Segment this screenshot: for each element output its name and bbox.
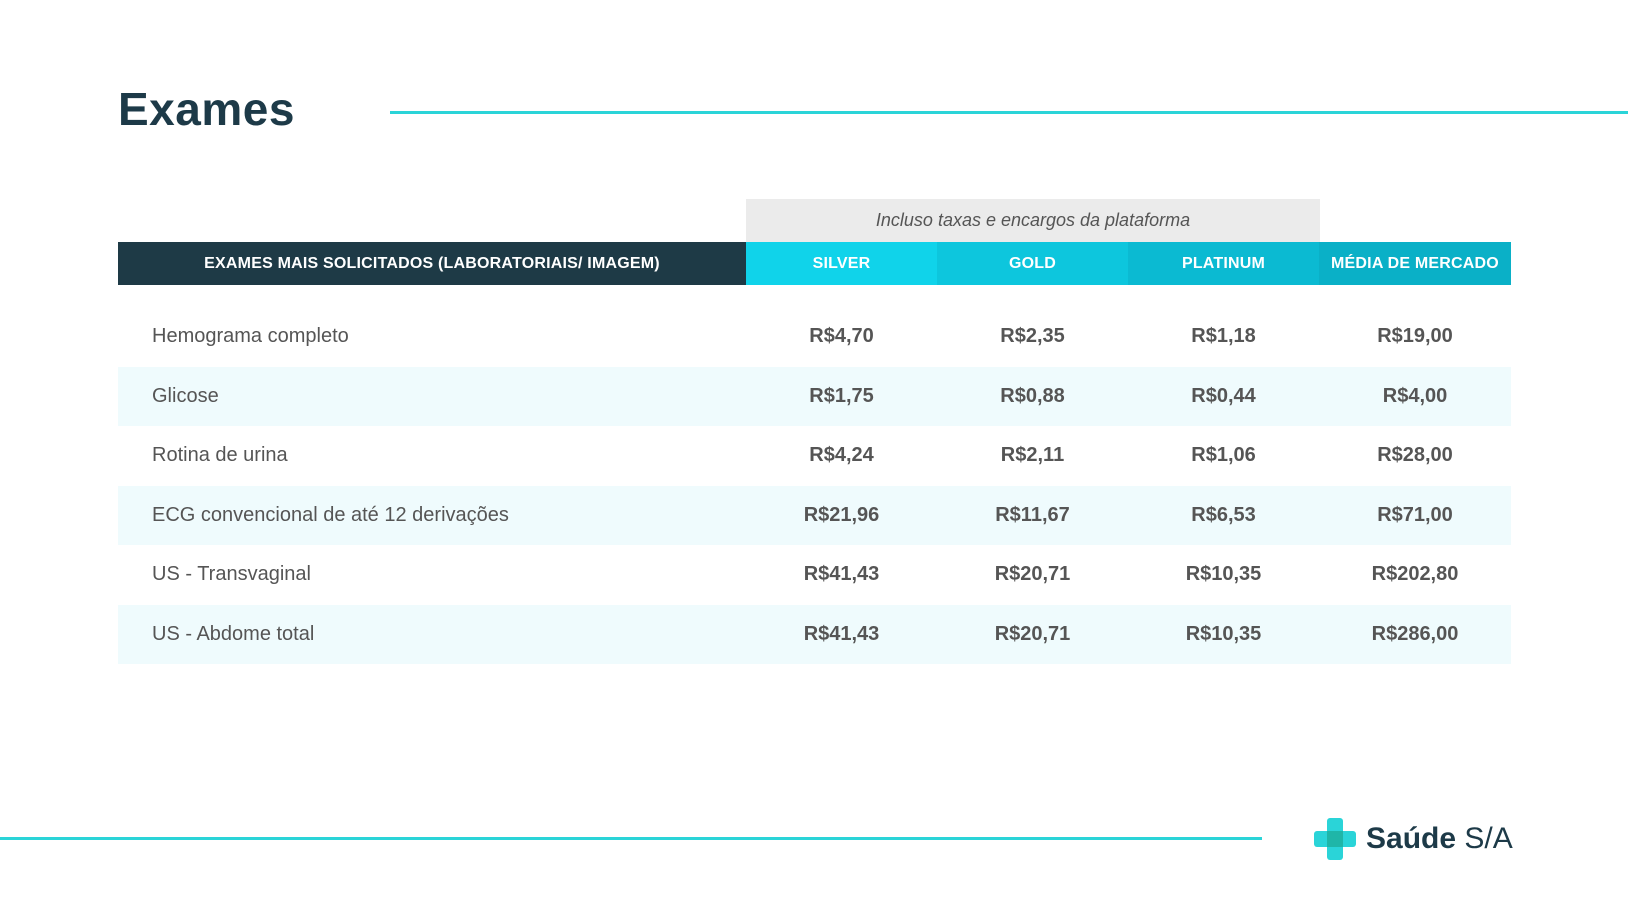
header-silver: SILVER (746, 242, 937, 285)
price-platinum: R$6,53 (1191, 503, 1256, 526)
price-market-average: R$19,00 (1377, 325, 1453, 348)
brand-name-bold: Saúde (1366, 822, 1457, 855)
price-silver: R$1,75 (809, 384, 874, 407)
exam-name: US - Abdome total (152, 622, 315, 645)
header-platinum: PLATINUM (1128, 242, 1319, 285)
price-gold: R$11,67 (995, 503, 1070, 526)
exam-name: Hemograma completo (152, 325, 349, 348)
table-row: ECG convencional de até 12 derivações R$… (118, 485, 1511, 545)
table-header: EXAMES MAIS SOLICITADOS (LABORATORIAIS/ … (118, 242, 1511, 285)
table-row: Rotina de urina R$4,24 R$2,11 R$1,06 R$2… (118, 426, 1511, 486)
plus-cross-icon (1314, 818, 1356, 860)
price-market-average: R$286,00 (1371, 622, 1459, 645)
price-silver: R$4,70 (809, 325, 874, 348)
brand-name: Saúde S/A (1366, 822, 1513, 856)
price-gold: R$0,88 (1000, 384, 1065, 407)
price-market-average: R$28,00 (1377, 444, 1453, 467)
price-platinum: R$10,35 (1185, 622, 1262, 645)
price-platinum: R$0,44 (1191, 384, 1256, 407)
table-row: US - Abdome total R$41,43 R$20,71 R$10,3… (118, 604, 1511, 664)
price-gold: R$20,71 (994, 622, 1071, 645)
title-divider (390, 111, 1628, 114)
table-row: Glicose R$1,75 R$0,88 R$0,44 R$4,00 (118, 366, 1511, 426)
footer-divider (0, 837, 1262, 840)
exam-name: ECG convencional de até 12 derivações (152, 503, 509, 526)
price-platinum: R$10,35 (1185, 563, 1262, 586)
price-platinum: R$1,06 (1191, 444, 1256, 467)
brand-logo: Saúde S/A (1314, 818, 1513, 860)
table-row: Hemograma completo R$4,70 R$2,35 R$1,18 … (118, 307, 1511, 367)
exams-price-table: EXAMES MAIS SOLICITADOS (LABORATORIAIS/ … (118, 242, 1511, 664)
page-title: Exames (118, 83, 295, 135)
price-silver: R$41,43 (803, 622, 880, 645)
price-gold: R$20,71 (994, 563, 1071, 586)
table-row: US - Transvaginal R$41,43 R$20,71 R$10,3… (118, 545, 1511, 605)
header-market-average: MÉDIA DE MERCADO (1319, 242, 1511, 285)
price-platinum: R$1,18 (1191, 325, 1256, 348)
price-market-average: R$71,00 (1377, 503, 1453, 526)
price-gold: R$2,35 (1000, 325, 1065, 348)
price-gold: R$2,11 (1000, 444, 1065, 467)
price-silver: R$21,96 (803, 503, 880, 526)
price-silver: R$4,24 (809, 444, 874, 467)
exam-name: US - Transvaginal (152, 563, 311, 586)
fees-note: Incluso taxas e encargos da plataforma (746, 199, 1320, 242)
price-market-average: R$202,80 (1371, 563, 1459, 586)
header-exams: EXAMES MAIS SOLICITADOS (LABORATORIAIS/ … (118, 242, 746, 285)
exam-name: Rotina de urina (152, 444, 288, 467)
brand-name-light: S/A (1456, 822, 1513, 855)
price-silver: R$41,43 (803, 563, 880, 586)
exam-name: Glicose (152, 384, 219, 407)
price-market-average: R$4,00 (1382, 384, 1448, 407)
header-gold: GOLD (937, 242, 1128, 285)
table-body: Hemograma completo R$4,70 R$2,35 R$1,18 … (118, 307, 1511, 664)
